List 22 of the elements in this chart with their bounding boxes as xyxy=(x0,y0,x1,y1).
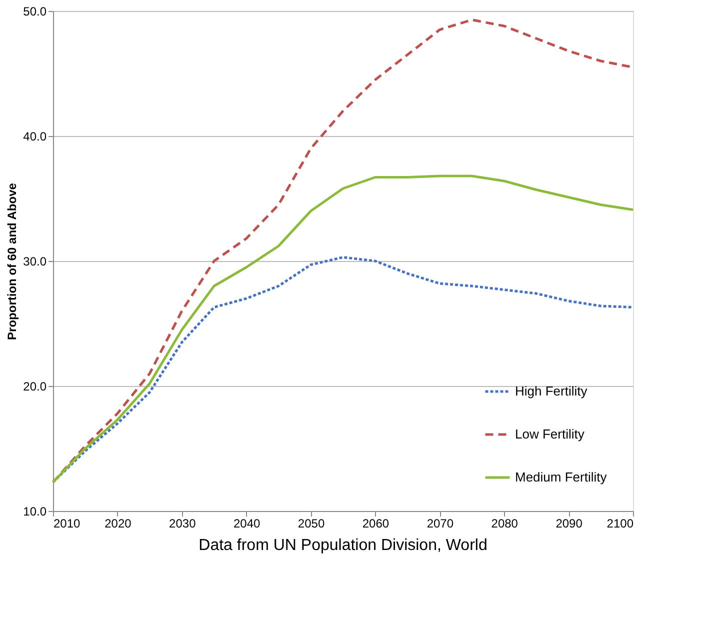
x-tick-label: 2070 xyxy=(426,516,454,530)
legend-label: High Fertility xyxy=(515,384,588,398)
y-tick-label: 10.0 xyxy=(23,504,47,518)
x-tick-label: 2010 xyxy=(54,516,81,530)
x-tick-label: 2080 xyxy=(491,516,518,530)
x-tick-label: 2100 xyxy=(606,516,634,530)
x-tick-label: 2060 xyxy=(362,516,390,530)
x-tick-label: 2030 xyxy=(169,516,196,530)
x-tick-label: 2020 xyxy=(104,516,132,530)
y-tick-label: 30.0 xyxy=(23,254,47,268)
y-tick-label: 20.0 xyxy=(23,380,47,394)
y-tick-label: 50.0 xyxy=(23,4,47,18)
text: Data from UN Population Division, World xyxy=(198,537,488,554)
y-tick-label: 40.0 xyxy=(23,130,47,144)
x-tick-label: 2040 xyxy=(233,516,261,530)
y-axis-title: Proportion of 60 and Above xyxy=(5,182,20,340)
x-tick-label: 2050 xyxy=(298,516,325,530)
line-series xyxy=(52,174,634,484)
line-series xyxy=(52,256,634,484)
legend-label: Low Fertility xyxy=(515,426,585,442)
x-tick-label: 2090 xyxy=(556,516,583,530)
legend-label: Medium Fertility xyxy=(515,470,608,484)
